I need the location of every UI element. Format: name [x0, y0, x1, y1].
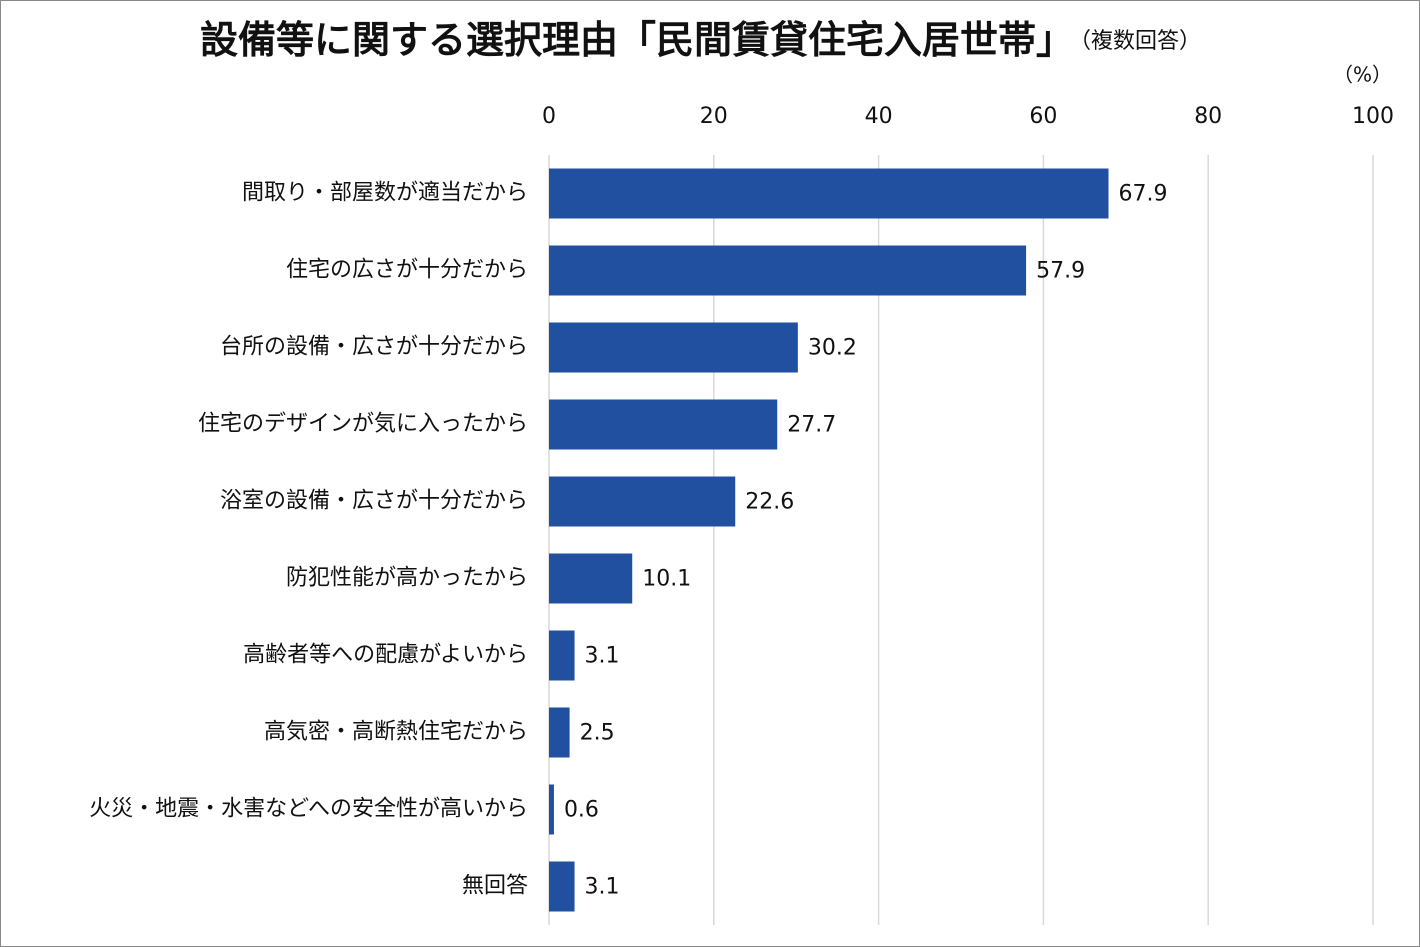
value-label: 2.5 [580, 721, 615, 746]
bar [549, 476, 736, 527]
bar [549, 861, 575, 912]
category-label: 住宅の広さが十分だから [286, 258, 528, 283]
value-label: 67.9 [1118, 182, 1167, 207]
value-label: 27.7 [787, 413, 836, 438]
category-label: 防犯性能が高かったから [286, 566, 528, 591]
x-tick-label: 100 [1352, 104, 1394, 129]
category-label: 住宅のデザインが気に入ったから [198, 412, 528, 437]
value-label: 57.9 [1036, 259, 1085, 284]
bar [549, 553, 633, 604]
bar [549, 322, 798, 373]
category-label: 無回答 [462, 874, 528, 899]
category-label: 高齢者等への配慮がよいから [243, 643, 528, 668]
value-label: 0.6 [564, 798, 599, 823]
x-tick-label: 60 [1029, 104, 1057, 129]
value-label: 3.1 [585, 875, 620, 900]
value-label: 10.1 [642, 567, 691, 592]
chart-title-line: 設備等に関する選択理由「民間賃貸住宅入居世帯」 （複数回答） [200, 18, 1201, 62]
value-label: 22.6 [745, 490, 794, 515]
category-label: 浴室の設備・広さが十分だから [220, 489, 528, 514]
x-tick-label: 80 [1194, 104, 1222, 129]
unit-label: （%） [1333, 63, 1392, 87]
x-tick-label: 0 [542, 104, 556, 129]
bar [549, 784, 554, 835]
chart-title: 設備等に関する選択理由「民間賃貸住宅入居世帯」 [200, 18, 1074, 62]
value-label: 3.1 [585, 644, 620, 669]
value-label: 30.2 [808, 336, 857, 361]
bar [549, 168, 1109, 219]
bar [549, 630, 575, 681]
x-tick-label: 40 [865, 104, 893, 129]
chart-subtitle: （複数回答） [1080, 29, 1201, 54]
category-label: 台所の設備・広さが十分だから [220, 335, 528, 360]
category-label: 間取り・部屋数が適当だから [242, 181, 528, 206]
bar [549, 707, 570, 758]
x-tick-label: 20 [700, 104, 728, 129]
bar [549, 399, 778, 450]
category-label: 高気密・高断熱住宅だから [264, 720, 528, 745]
category-label: 火災・地震・水害などへの安全性が高いから [89, 797, 528, 822]
bar [549, 245, 1027, 296]
